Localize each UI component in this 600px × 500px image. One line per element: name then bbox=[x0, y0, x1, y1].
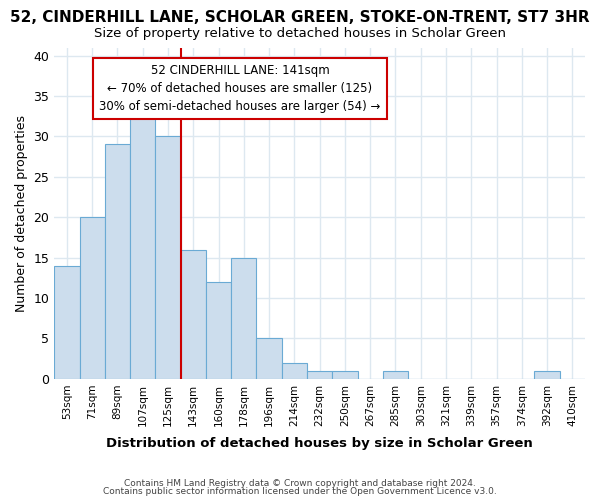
Bar bbox=[307, 371, 332, 379]
Text: 52, CINDERHILL LANE, SCHOLAR GREEN, STOKE-ON-TRENT, ST7 3HR: 52, CINDERHILL LANE, SCHOLAR GREEN, STOK… bbox=[10, 10, 590, 25]
Text: 52 CINDERHILL LANE: 141sqm
← 70% of detached houses are smaller (125)
30% of sem: 52 CINDERHILL LANE: 141sqm ← 70% of deta… bbox=[100, 64, 381, 113]
Bar bbox=[155, 136, 181, 379]
Y-axis label: Number of detached properties: Number of detached properties bbox=[15, 114, 28, 312]
Bar bbox=[80, 217, 105, 379]
Bar bbox=[256, 338, 282, 379]
Bar bbox=[54, 266, 80, 379]
Text: Contains public sector information licensed under the Open Government Licence v3: Contains public sector information licen… bbox=[103, 487, 497, 496]
X-axis label: Distribution of detached houses by size in Scholar Green: Distribution of detached houses by size … bbox=[106, 437, 533, 450]
Bar bbox=[130, 112, 155, 379]
Bar bbox=[282, 362, 307, 379]
Bar bbox=[206, 282, 231, 379]
Text: Size of property relative to detached houses in Scholar Green: Size of property relative to detached ho… bbox=[94, 28, 506, 40]
Bar bbox=[105, 144, 130, 379]
Bar bbox=[231, 258, 256, 379]
Bar bbox=[535, 371, 560, 379]
Bar bbox=[181, 250, 206, 379]
Text: Contains HM Land Registry data © Crown copyright and database right 2024.: Contains HM Land Registry data © Crown c… bbox=[124, 478, 476, 488]
Bar bbox=[383, 371, 408, 379]
Bar bbox=[332, 371, 358, 379]
